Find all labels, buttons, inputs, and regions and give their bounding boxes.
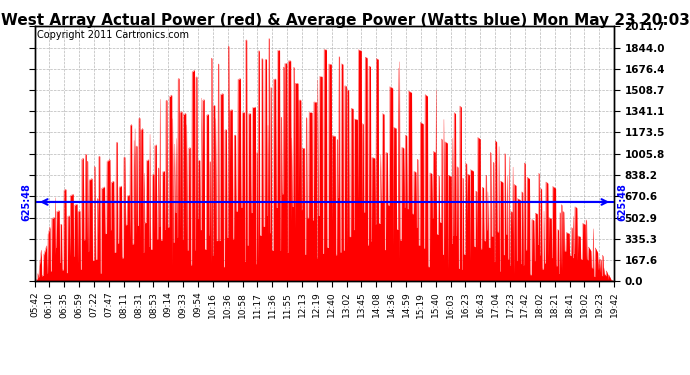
Text: West Array Actual Power (red) & Average Power (Watts blue) Mon May 23 20:03: West Array Actual Power (red) & Average …: [1, 13, 689, 28]
Text: Copyright 2011 Cartronics.com: Copyright 2011 Cartronics.com: [37, 30, 189, 40]
Text: 625:48: 625:48: [21, 183, 32, 221]
Text: 625:48: 625:48: [617, 183, 627, 221]
